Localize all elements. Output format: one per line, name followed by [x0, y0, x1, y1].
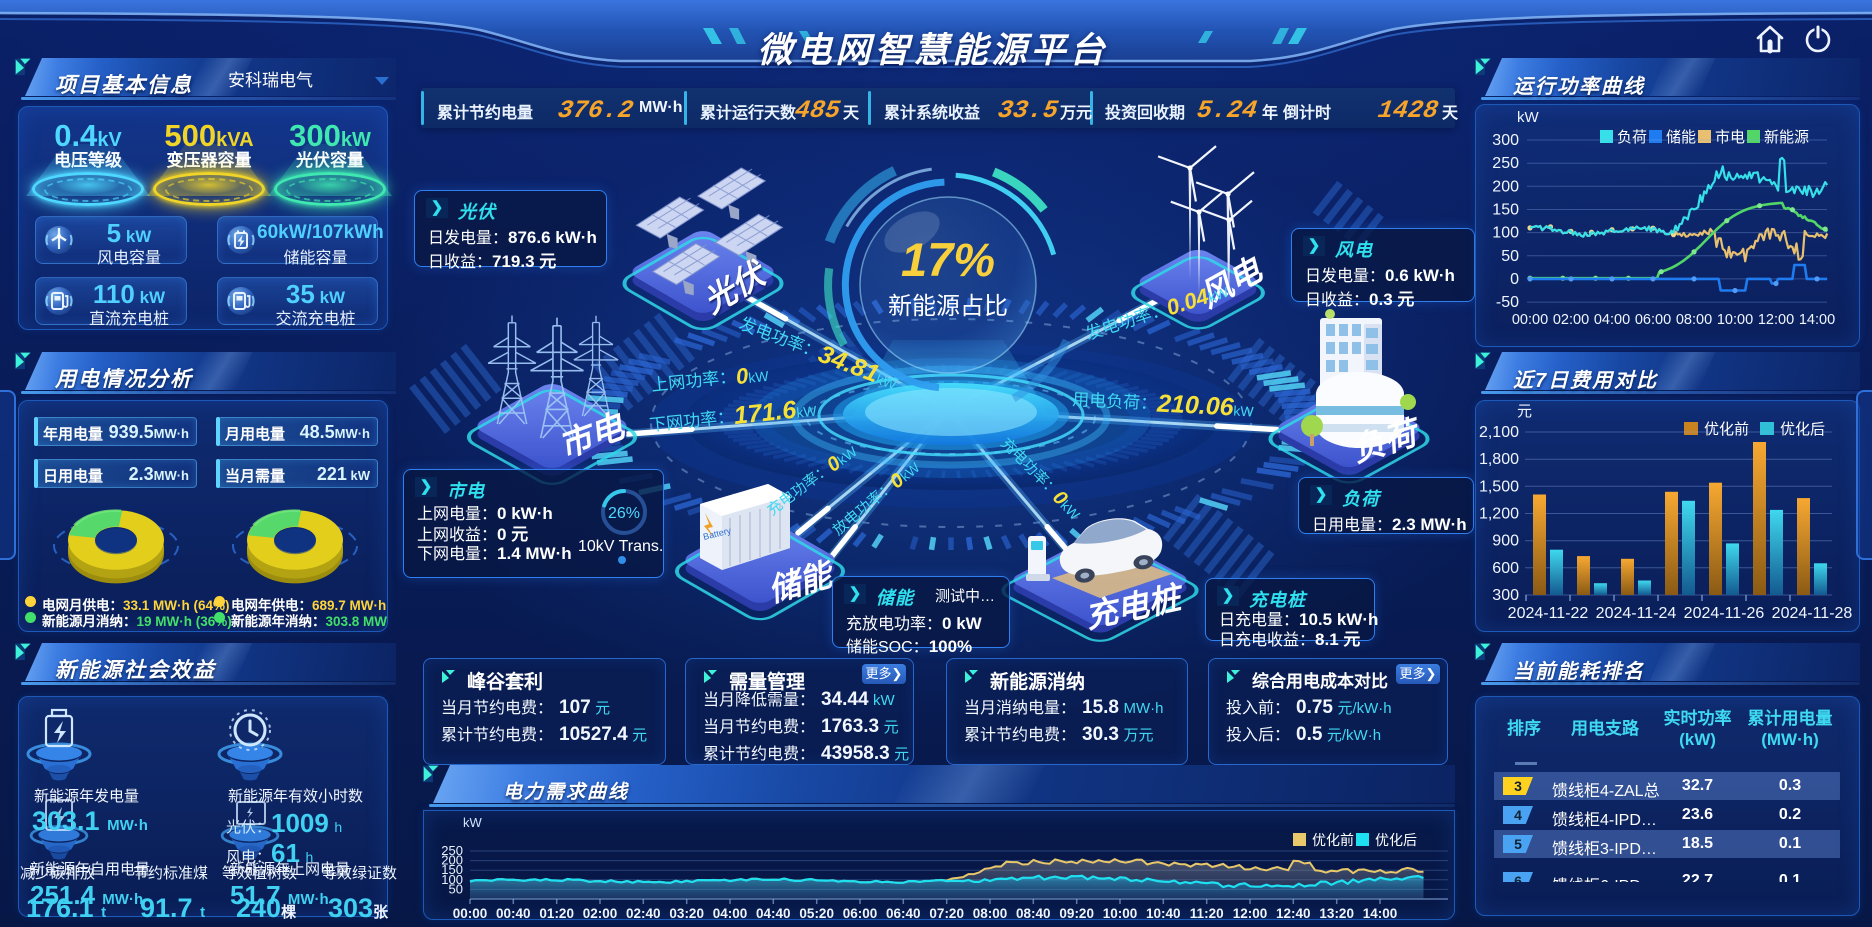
svg-text:1,200: 1,200 [1479, 506, 1519, 523]
svg-text:26%: 26% [608, 505, 640, 522]
svg-text:150: 150 [1492, 202, 1519, 219]
svg-text:kW: kW [1517, 109, 1540, 126]
svg-text:负荷: 负荷 [1617, 129, 1647, 146]
svg-text:02:00: 02:00 [1553, 312, 1589, 328]
svg-text:2,100: 2,100 [1479, 424, 1519, 441]
svg-text:2024-11-24: 2024-11-24 [1596, 605, 1677, 622]
svg-text:12:00: 12:00 [1758, 312, 1794, 328]
svg-text:06:00: 06:00 [1635, 312, 1671, 328]
svg-text:储能: 储能 [1666, 129, 1696, 146]
svg-text:市电: 市电 [1715, 129, 1745, 146]
svg-text:优化前: 优化前 [1704, 421, 1749, 438]
svg-text:10:00: 10:00 [1717, 312, 1753, 328]
svg-text:01:20: 01:20 [539, 906, 574, 921]
svg-text:0: 0 [1510, 271, 1519, 288]
svg-text:00:00: 00:00 [1512, 312, 1548, 328]
svg-text:600: 600 [1492, 560, 1519, 577]
svg-text:04:40: 04:40 [756, 906, 791, 921]
svg-text:150: 150 [441, 862, 463, 877]
svg-text:kW: kW [463, 815, 483, 830]
svg-text:元: 元 [1517, 403, 1532, 420]
svg-text:2024-11-28: 2024-11-28 [1772, 605, 1853, 622]
svg-text:07:20: 07:20 [929, 906, 964, 921]
svg-text:05:20: 05:20 [799, 906, 834, 921]
svg-text:900: 900 [1492, 533, 1519, 550]
svg-text:12:40: 12:40 [1276, 906, 1311, 921]
svg-text:04:00: 04:00 [1594, 312, 1630, 328]
svg-text:1,500: 1,500 [1479, 478, 1519, 495]
svg-text:02:40: 02:40 [626, 906, 661, 921]
svg-text:08:00: 08:00 [973, 906, 1008, 921]
svg-text:11:20: 11:20 [1190, 906, 1224, 921]
svg-text:02:00: 02:00 [583, 906, 618, 921]
svg-text:14:00: 14:00 [1799, 312, 1835, 328]
svg-text:100: 100 [1492, 225, 1519, 242]
svg-text:08:40: 08:40 [1016, 906, 1051, 921]
svg-text:08:00: 08:00 [1676, 312, 1712, 328]
svg-text:12:00: 12:00 [1233, 906, 1268, 921]
svg-text:14:00: 14:00 [1363, 906, 1398, 921]
svg-text:2024-11-26: 2024-11-26 [1684, 605, 1765, 622]
svg-text:06:40: 06:40 [886, 906, 921, 921]
svg-text:10:00: 10:00 [1103, 906, 1138, 921]
svg-text:50: 50 [449, 881, 463, 896]
svg-text:300: 300 [1492, 587, 1519, 604]
svg-text:优化前: 优化前 [1312, 832, 1354, 848]
svg-text:00:00: 00:00 [453, 906, 488, 921]
svg-text:13:20: 13:20 [1319, 906, 1354, 921]
svg-text:10:40: 10:40 [1146, 906, 1181, 921]
svg-text:300: 300 [1492, 132, 1519, 149]
svg-text:200: 200 [1492, 178, 1519, 195]
svg-text:-50: -50 [1496, 294, 1519, 311]
svg-text:新能源占比: 新能源占比 [888, 293, 1008, 320]
svg-text:新能源: 新能源 [1764, 129, 1809, 146]
svg-text:17%: 17% [901, 233, 995, 286]
svg-text:06:00: 06:00 [843, 906, 878, 921]
svg-text:1,800: 1,800 [1479, 451, 1519, 468]
svg-text:2024-11-22: 2024-11-22 [1508, 605, 1589, 622]
svg-text:09:20: 09:20 [1059, 906, 1094, 921]
svg-text:100: 100 [441, 872, 463, 887]
svg-text:00:40: 00:40 [496, 906, 531, 921]
svg-text:04:00: 04:00 [713, 906, 748, 921]
svg-text:200: 200 [441, 853, 463, 868]
svg-text:优化后: 优化后 [1780, 421, 1825, 438]
svg-text:03:20: 03:20 [669, 906, 704, 921]
svg-text:250: 250 [441, 843, 463, 858]
svg-text:用电负荷：210.06kW: 用电负荷：210.06kW [1072, 385, 1256, 423]
svg-text:优化后: 优化后 [1375, 832, 1417, 848]
svg-text:50: 50 [1501, 248, 1519, 265]
svg-text:250: 250 [1492, 155, 1519, 172]
